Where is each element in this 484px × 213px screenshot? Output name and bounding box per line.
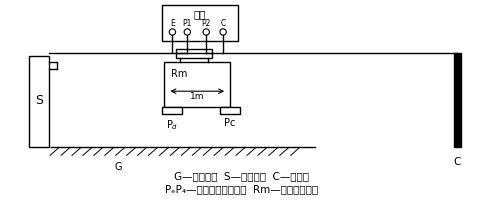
Text: E: E — [170, 19, 175, 27]
Text: 仪器: 仪器 — [194, 9, 207, 19]
Bar — [163, 5, 238, 41]
Text: P1: P1 — [182, 19, 192, 27]
Text: S: S — [35, 94, 43, 106]
Bar — [176, 49, 212, 58]
Bar — [454, 53, 461, 147]
Text: G: G — [115, 162, 122, 172]
Text: 1m: 1m — [190, 92, 205, 101]
Text: P2: P2 — [201, 19, 211, 27]
Bar — [163, 107, 182, 114]
Text: C: C — [221, 19, 226, 27]
Text: Pc: Pc — [225, 118, 236, 128]
Text: G—接地装置  S—设备架构  C—电流极: G—接地装置 S—设备架构 C—电流极 — [175, 171, 309, 181]
Bar — [220, 107, 240, 114]
Text: Rm: Rm — [171, 69, 188, 79]
Bar — [165, 62, 230, 107]
Bar — [29, 56, 49, 147]
Text: C: C — [453, 157, 460, 167]
Text: P$_d$: P$_d$ — [166, 118, 179, 132]
Text: PₑP₄—模拟人脉的金属板  Rm—等效人体电阻: PₑP₄—模拟人脉的金属板 Rm—等效人体电阻 — [166, 184, 318, 194]
